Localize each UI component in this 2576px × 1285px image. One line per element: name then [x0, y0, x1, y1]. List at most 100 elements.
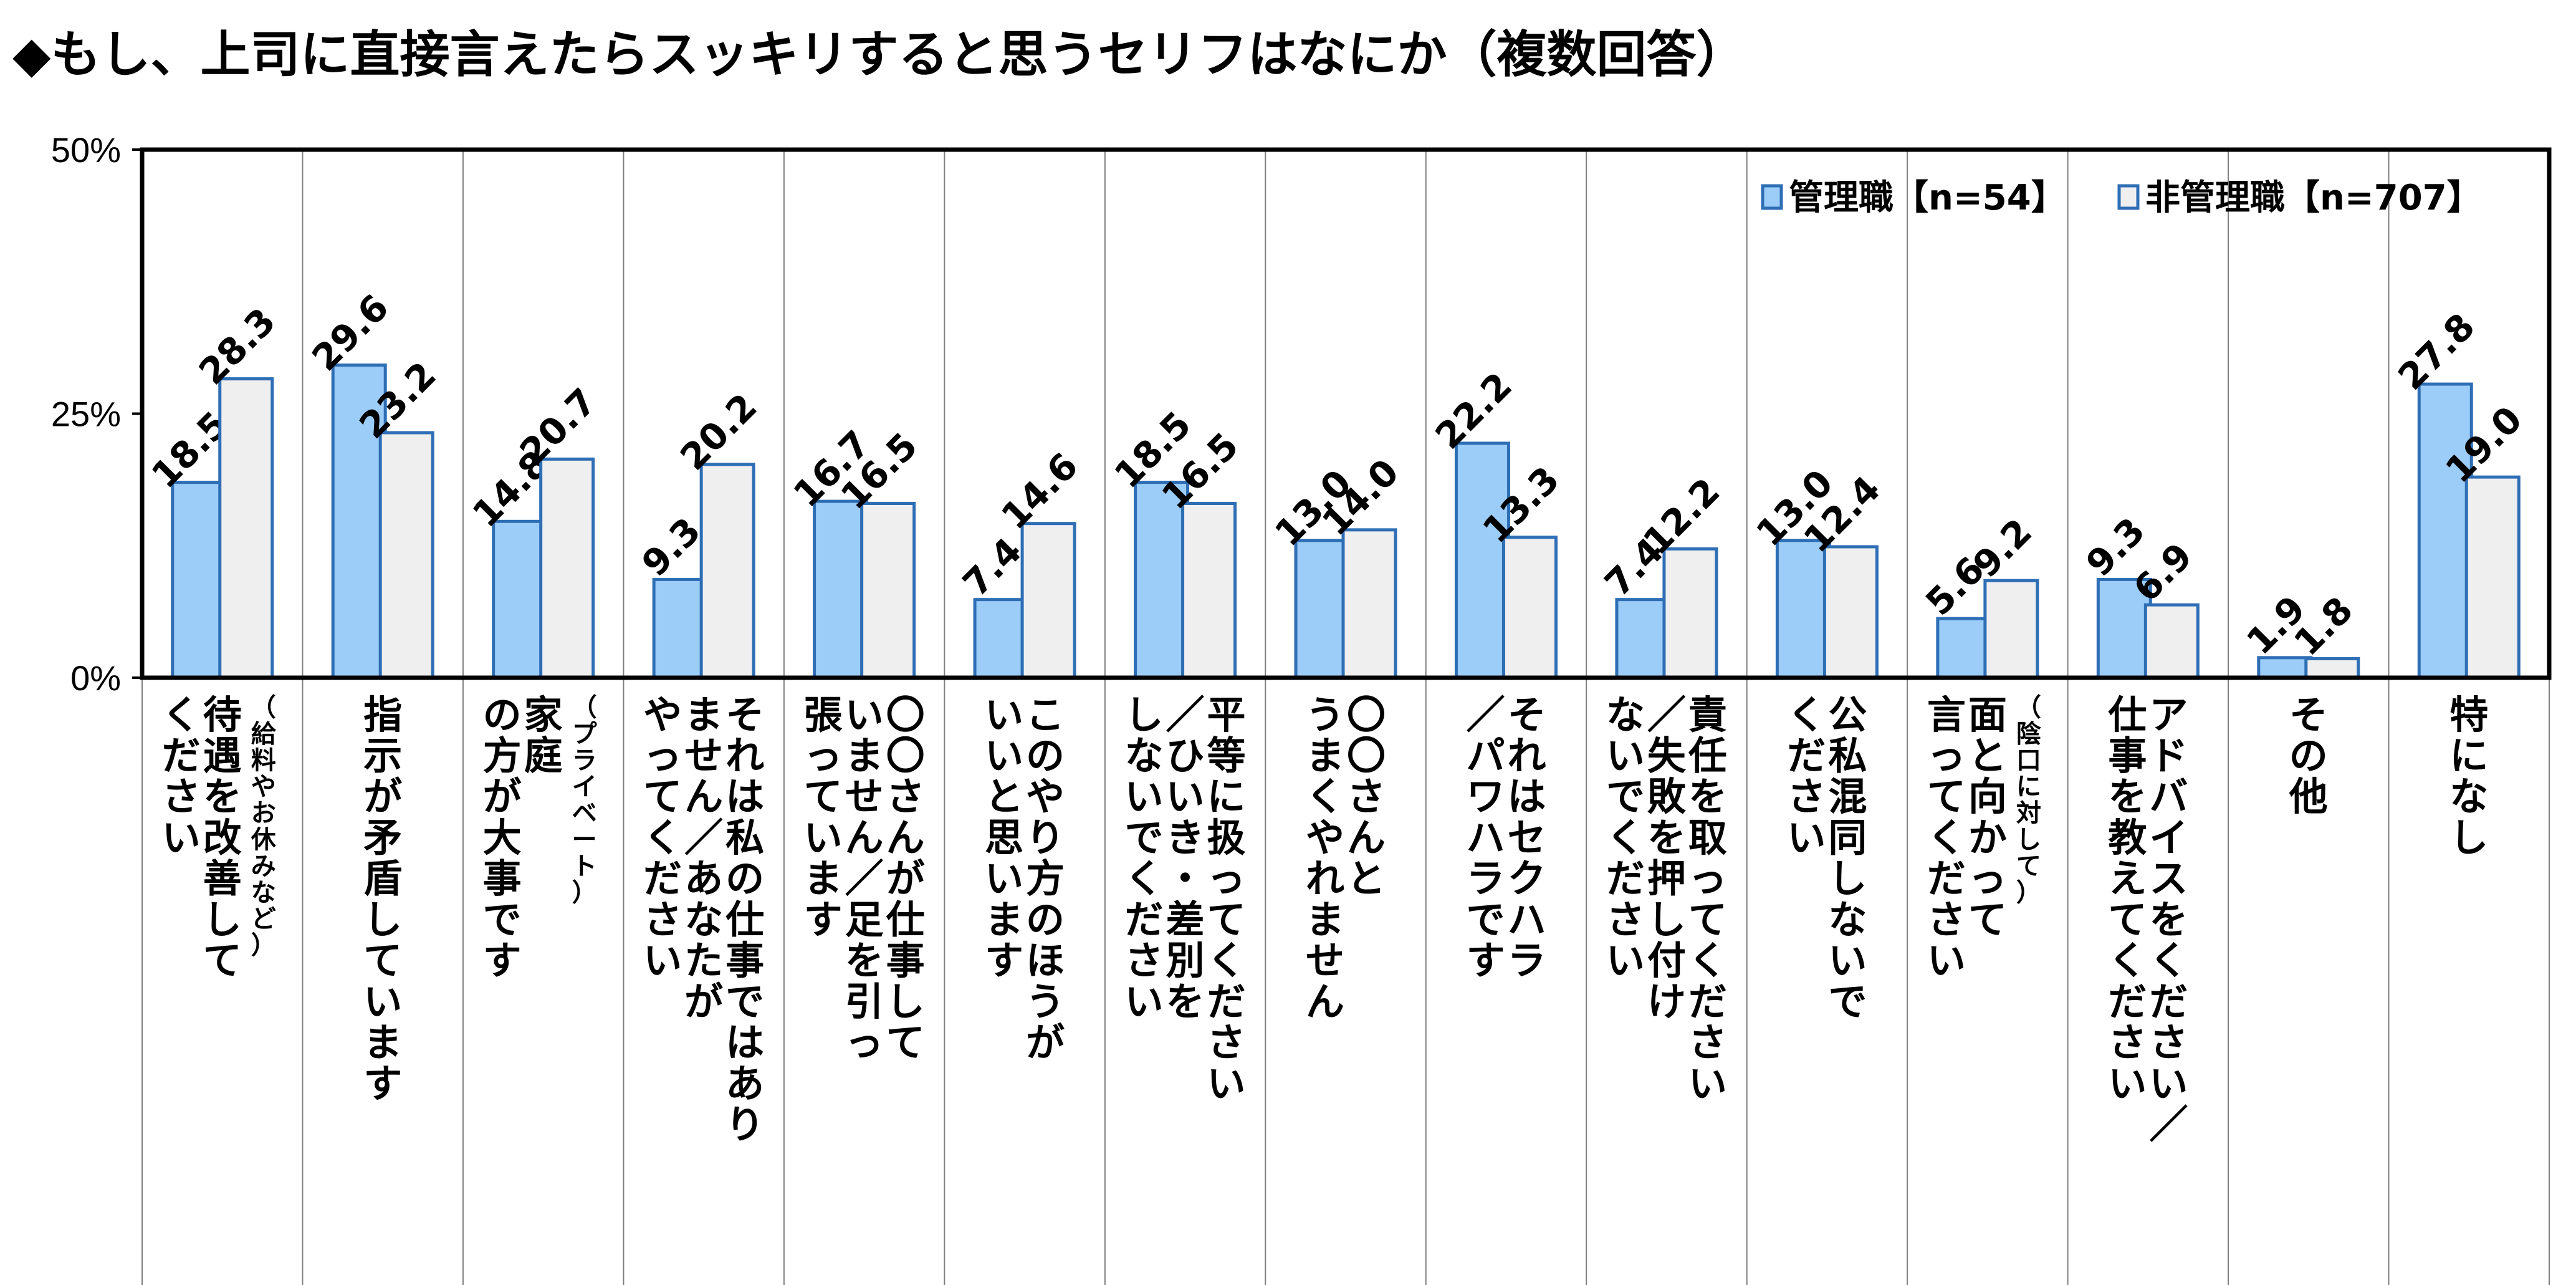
- bar: [1936, 617, 1992, 680]
- category-label-char: い: [985, 856, 1023, 902]
- category-label-char: パ: [1466, 733, 1505, 779]
- category-label-char: 思: [985, 815, 1023, 860]
- category-label-char: い: [1125, 979, 1164, 1024]
- bar: [1454, 441, 1510, 680]
- category-label-char: 〇: [1347, 733, 1386, 779]
- category-label-char: い: [1166, 774, 1205, 819]
- bar: [973, 598, 1029, 680]
- category-label-char: ま: [363, 1020, 402, 1066]
- category-label-char: 矛: [363, 815, 402, 860]
- category-label-char: だ: [1125, 897, 1164, 942]
- category-label-char: ）: [572, 878, 597, 907]
- bar: [2143, 603, 2200, 680]
- category-label-char: で: [1828, 979, 1867, 1024]
- category-label-char: を: [2149, 897, 2188, 942]
- category-label-char: け: [1647, 979, 1686, 1024]
- category-label-char: ／: [1647, 692, 1686, 738]
- category-label-char: （: [572, 693, 597, 722]
- category-label-char: に: [2449, 733, 2488, 779]
- category-label-char: な: [684, 897, 723, 942]
- category-label-char: ／: [1466, 692, 1505, 738]
- bar: [2257, 656, 2313, 680]
- category-label-char: さ: [2149, 1020, 2188, 1066]
- category-label-char: 足: [845, 897, 884, 942]
- category-label-char: さ: [162, 774, 201, 819]
- category-label-char: 改: [203, 815, 242, 860]
- category-label-char: な: [251, 878, 276, 907]
- category-label-char: や: [1026, 774, 1065, 819]
- category-label-char: す: [985, 938, 1023, 983]
- category-label-char: だ: [162, 733, 201, 779]
- category-label-char: り: [1026, 815, 1065, 860]
- category-label-char: れ: [1306, 856, 1344, 902]
- category-label-char: く: [1207, 938, 1246, 983]
- category-label-char: 善: [203, 856, 242, 902]
- category-label-char: の: [1026, 733, 1065, 779]
- legend-swatch-nonmanager: [2117, 184, 2140, 210]
- bar: [218, 377, 274, 680]
- bar: [539, 457, 595, 680]
- category-label-char: く: [162, 692, 201, 738]
- category-label-char: い: [162, 815, 201, 860]
- category-label-char: て: [1927, 774, 1966, 819]
- legend-label-nonmanager: 非管理職【n=707】: [2145, 178, 2482, 218]
- category-label-char: （: [2016, 693, 2041, 722]
- category-label-char: で: [1606, 774, 1645, 819]
- category-label-char: を: [203, 774, 242, 819]
- category-label-char: て: [1968, 897, 2007, 942]
- category-label-char: い: [1125, 774, 1164, 819]
- category-label-char: 事: [886, 938, 925, 983]
- category-label-char: 私: [725, 815, 764, 860]
- category-label-char: っ: [845, 1020, 884, 1066]
- category-label-char: さ: [1606, 897, 1645, 942]
- bar: [652, 577, 708, 680]
- legend-label-manager: 管理職【n=54】: [1789, 178, 2066, 218]
- category-label-char: な: [1828, 897, 1867, 942]
- category-label-char: 家: [524, 692, 563, 738]
- category-label-char: っ: [643, 733, 682, 779]
- data-label: 7.4: [955, 529, 1030, 605]
- category-label-char: お: [251, 799, 276, 828]
- category-label-char: そ: [2289, 692, 2328, 738]
- category-label-char: あ: [684, 856, 723, 902]
- category-label-char: れ: [725, 733, 764, 779]
- category-label-char: 方: [1026, 856, 1065, 902]
- bar: [492, 519, 548, 680]
- category-label-char: い: [1927, 938, 1966, 983]
- category-label-char: っ: [1927, 733, 1966, 779]
- category-label-char: 公: [1828, 692, 1867, 738]
- category-label-char: い: [1606, 733, 1645, 779]
- category-label-char: し: [1125, 692, 1164, 738]
- category-label-char: せ: [684, 733, 723, 779]
- category-label-char: で: [483, 897, 522, 942]
- category-label-char: を: [845, 938, 884, 983]
- category-label-char: す: [483, 938, 522, 983]
- category-label-char: 扱: [1207, 815, 1246, 860]
- category-label-char: い: [2108, 1061, 2147, 1106]
- category-label-char: に: [2016, 772, 2041, 801]
- category-label-char: さ: [1688, 1020, 1727, 1066]
- category-label-char: ん: [1306, 979, 1344, 1024]
- bar: [1020, 522, 1076, 680]
- category-label-char: ま: [845, 733, 884, 779]
- category-label-char: さ: [1207, 1020, 1246, 1066]
- data-label: 9.3: [634, 509, 709, 585]
- category-label-char: 方: [483, 733, 522, 779]
- category-label-char: や: [643, 692, 682, 738]
- y-tick-label: 0%: [70, 658, 121, 698]
- category-label-char: 口: [2016, 746, 2041, 775]
- bar: [171, 481, 227, 680]
- category-label-char: 他: [2289, 774, 2328, 819]
- category-label-char: ん: [845, 815, 884, 860]
- category-label-char: 向: [1968, 774, 2007, 819]
- category-label-char: さ: [886, 774, 925, 819]
- category-label-char: 敗: [1647, 774, 1687, 819]
- category-label-char: 〇: [886, 733, 925, 779]
- category-label-char: き: [1166, 815, 1205, 860]
- category-label-char: の: [2289, 733, 2328, 779]
- bar: [1501, 536, 1558, 680]
- category-label-char: み: [251, 852, 276, 880]
- category-label-char: た: [684, 938, 723, 983]
- category-label-char: か: [1968, 815, 2007, 860]
- category-label-char: だ: [2108, 979, 2147, 1024]
